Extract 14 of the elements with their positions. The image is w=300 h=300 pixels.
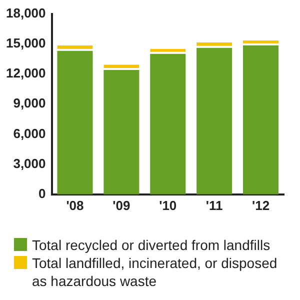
y-tick-label: 9,000: [13, 96, 46, 111]
x-tick-label: '10: [159, 198, 177, 213]
legend-label: Total landfilled, incinerated, or disposed as hazardous waste: [32, 254, 278, 290]
y-tick-label: 6,000: [13, 126, 46, 141]
y-tick-label: 18,000: [6, 5, 46, 20]
x-tick-label: '12: [252, 198, 270, 213]
legend-label: Total recycled or diverted from landfills: [32, 236, 270, 254]
y-tick-label: 0: [38, 186, 46, 201]
x-tick-label: '09: [112, 198, 130, 213]
y-tick-label: 3,000: [13, 156, 46, 171]
y-tick-label: 12,000: [6, 66, 46, 81]
y-tick-label: 15,000: [6, 35, 46, 50]
x-tick-label: '08: [66, 198, 84, 213]
x-tick-label: '11: [206, 198, 223, 213]
